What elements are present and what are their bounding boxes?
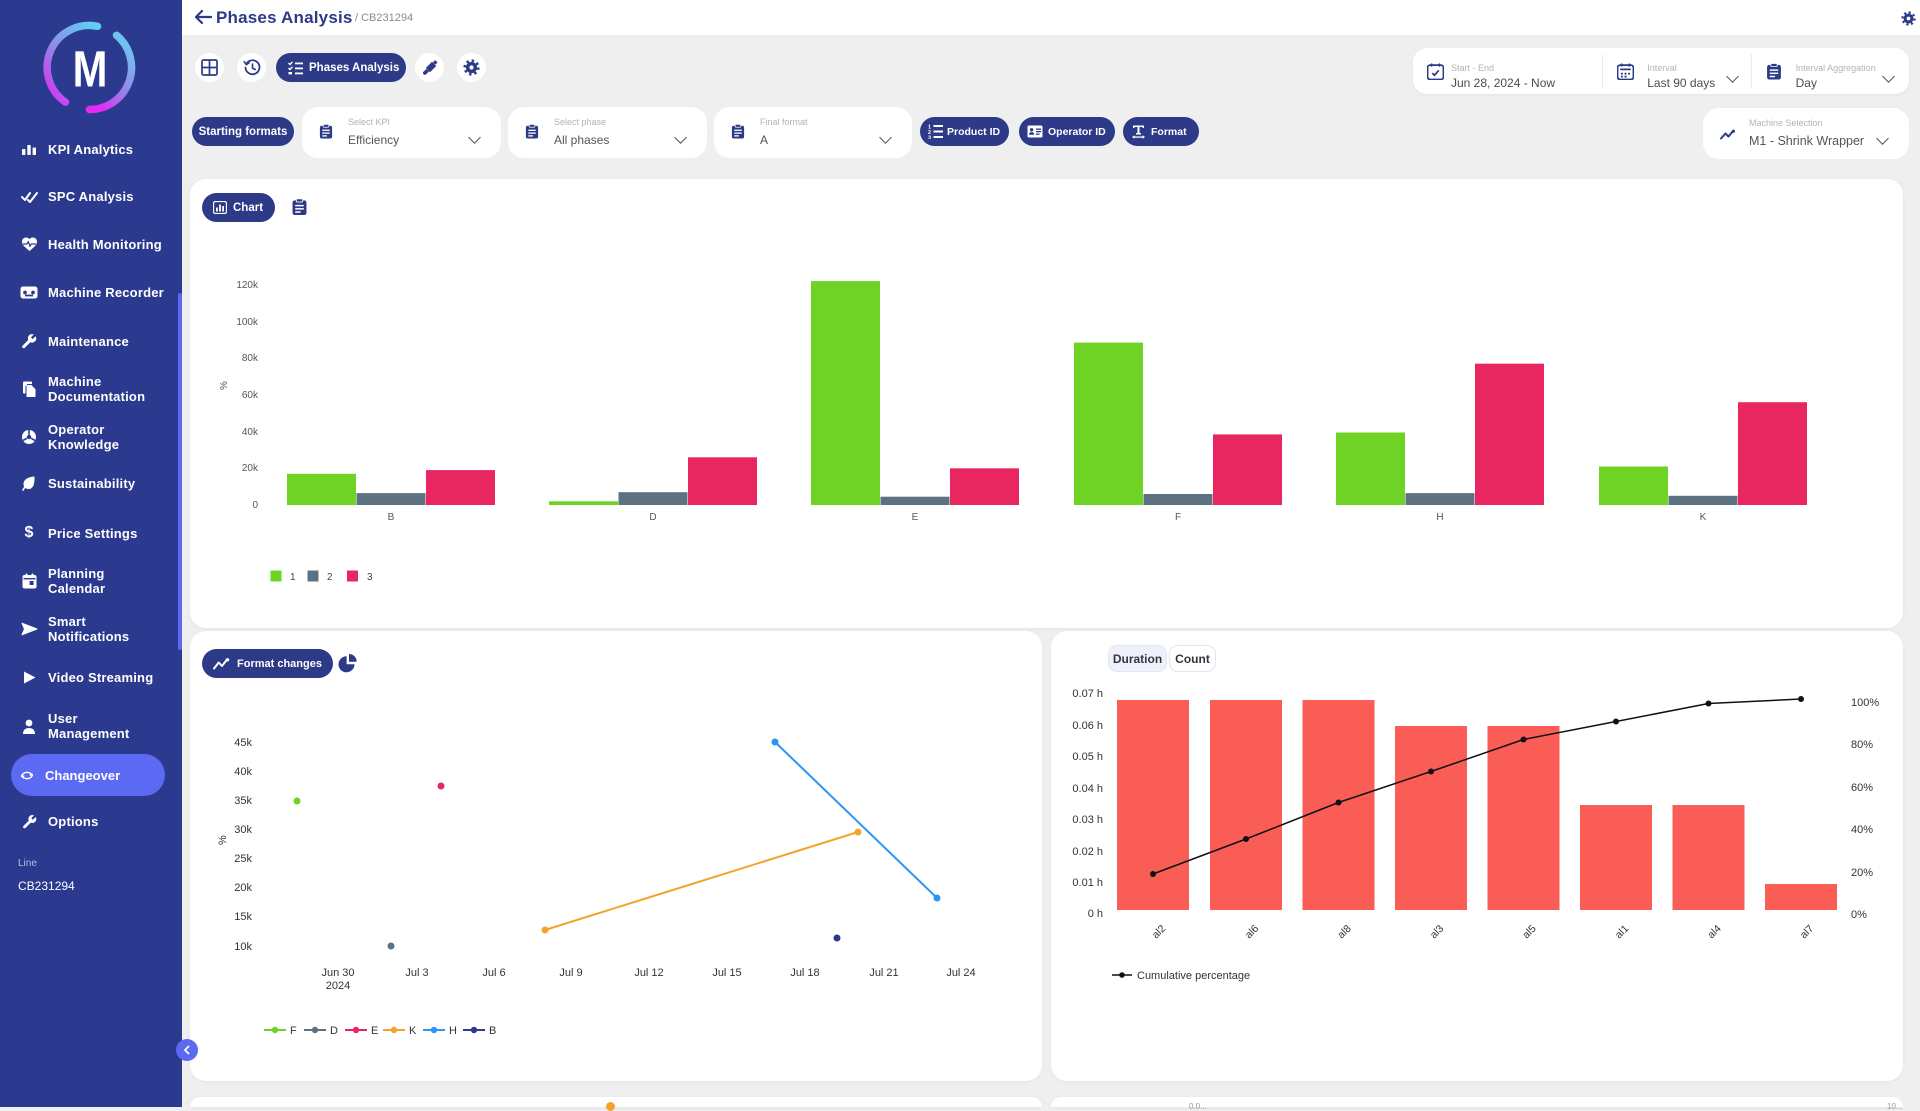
svg-text:25k: 25k	[234, 853, 252, 865]
svg-text:Jun 30: Jun 30	[321, 967, 354, 979]
svg-text:60k: 60k	[242, 390, 259, 401]
svg-text:2024: 2024	[326, 980, 350, 992]
svg-text:0%: 0%	[1851, 909, 1867, 921]
svg-text:2: 2	[928, 130, 931, 136]
svg-text:3: 3	[928, 135, 931, 139]
svg-text:20k: 20k	[242, 463, 259, 474]
svg-text:E: E	[371, 1025, 378, 1037]
svg-text:Cumulative percentage: Cumulative percentage	[1137, 970, 1250, 982]
svg-text:0.04 h: 0.04 h	[1072, 783, 1103, 795]
svg-text:40k: 40k	[234, 766, 252, 778]
svg-text:1: 1	[290, 572, 296, 583]
svg-text:120k: 120k	[236, 280, 259, 291]
svg-text:0.05 h: 0.05 h	[1072, 751, 1103, 763]
svg-text:al6: al6	[1243, 923, 1262, 942]
svg-text:B: B	[489, 1025, 496, 1037]
svg-text:al4: al4	[1705, 923, 1724, 942]
svg-text:15k: 15k	[234, 911, 252, 923]
svg-text:0.03 h: 0.03 h	[1072, 814, 1103, 826]
svg-text:20%: 20%	[1851, 867, 1873, 879]
svg-text:B: B	[388, 512, 395, 523]
svg-text:0.06 h: 0.06 h	[1072, 720, 1103, 732]
svg-text:D: D	[330, 1025, 338, 1037]
svg-text:D: D	[649, 512, 656, 523]
svg-text:10k: 10k	[234, 941, 252, 953]
svg-text:35k: 35k	[234, 795, 252, 807]
svg-text:30k: 30k	[234, 824, 252, 836]
svg-text:2: 2	[327, 572, 333, 583]
svg-text:F: F	[1175, 512, 1181, 523]
svg-text:40%: 40%	[1851, 824, 1873, 836]
svg-text:al5: al5	[1520, 923, 1539, 942]
svg-text:Jul 3: Jul 3	[405, 967, 428, 979]
svg-text:3: 3	[367, 572, 373, 583]
svg-text:K: K	[1700, 512, 1707, 523]
svg-text:F: F	[290, 1025, 297, 1037]
svg-text:al3: al3	[1428, 923, 1447, 942]
svg-text:H: H	[1436, 512, 1443, 523]
svg-text:E: E	[912, 512, 919, 523]
svg-text:Jul 9: Jul 9	[559, 967, 582, 979]
svg-text:al8: al8	[1335, 923, 1354, 942]
svg-text:Jul 21: Jul 21	[869, 967, 898, 979]
svg-text:80%: 80%	[1851, 739, 1873, 751]
svg-text:al2: al2	[1150, 923, 1169, 942]
svg-text:H: H	[449, 1025, 457, 1037]
svg-text:%: %	[217, 835, 229, 845]
svg-text:100k: 100k	[236, 317, 259, 328]
svg-text:100%: 100%	[1851, 697, 1879, 709]
svg-text:0.02 h: 0.02 h	[1072, 846, 1103, 858]
svg-text:0: 0	[252, 500, 258, 511]
svg-text:M: M	[73, 41, 108, 98]
svg-text:Jul 12: Jul 12	[634, 967, 663, 979]
svg-text:Jul 18: Jul 18	[790, 967, 819, 979]
svg-text:40k: 40k	[242, 427, 259, 438]
svg-text:%: %	[219, 381, 230, 390]
svg-text:80k: 80k	[242, 353, 259, 364]
svg-text:0 h: 0 h	[1088, 908, 1103, 920]
svg-text:20k: 20k	[234, 882, 252, 894]
svg-text:al7: al7	[1798, 923, 1817, 942]
svg-text:Jul 6: Jul 6	[482, 967, 505, 979]
svg-text:60%: 60%	[1851, 782, 1873, 794]
svg-text:K: K	[409, 1025, 417, 1037]
svg-text:1: 1	[928, 124, 931, 130]
svg-text:al1: al1	[1613, 923, 1632, 942]
svg-text:Jul 24: Jul 24	[946, 967, 975, 979]
svg-text:0.01 h: 0.01 h	[1072, 877, 1103, 889]
svg-text:45k: 45k	[234, 737, 252, 749]
svg-text:Jul 15: Jul 15	[712, 967, 741, 979]
svg-text:0.07 h: 0.07 h	[1072, 688, 1103, 700]
